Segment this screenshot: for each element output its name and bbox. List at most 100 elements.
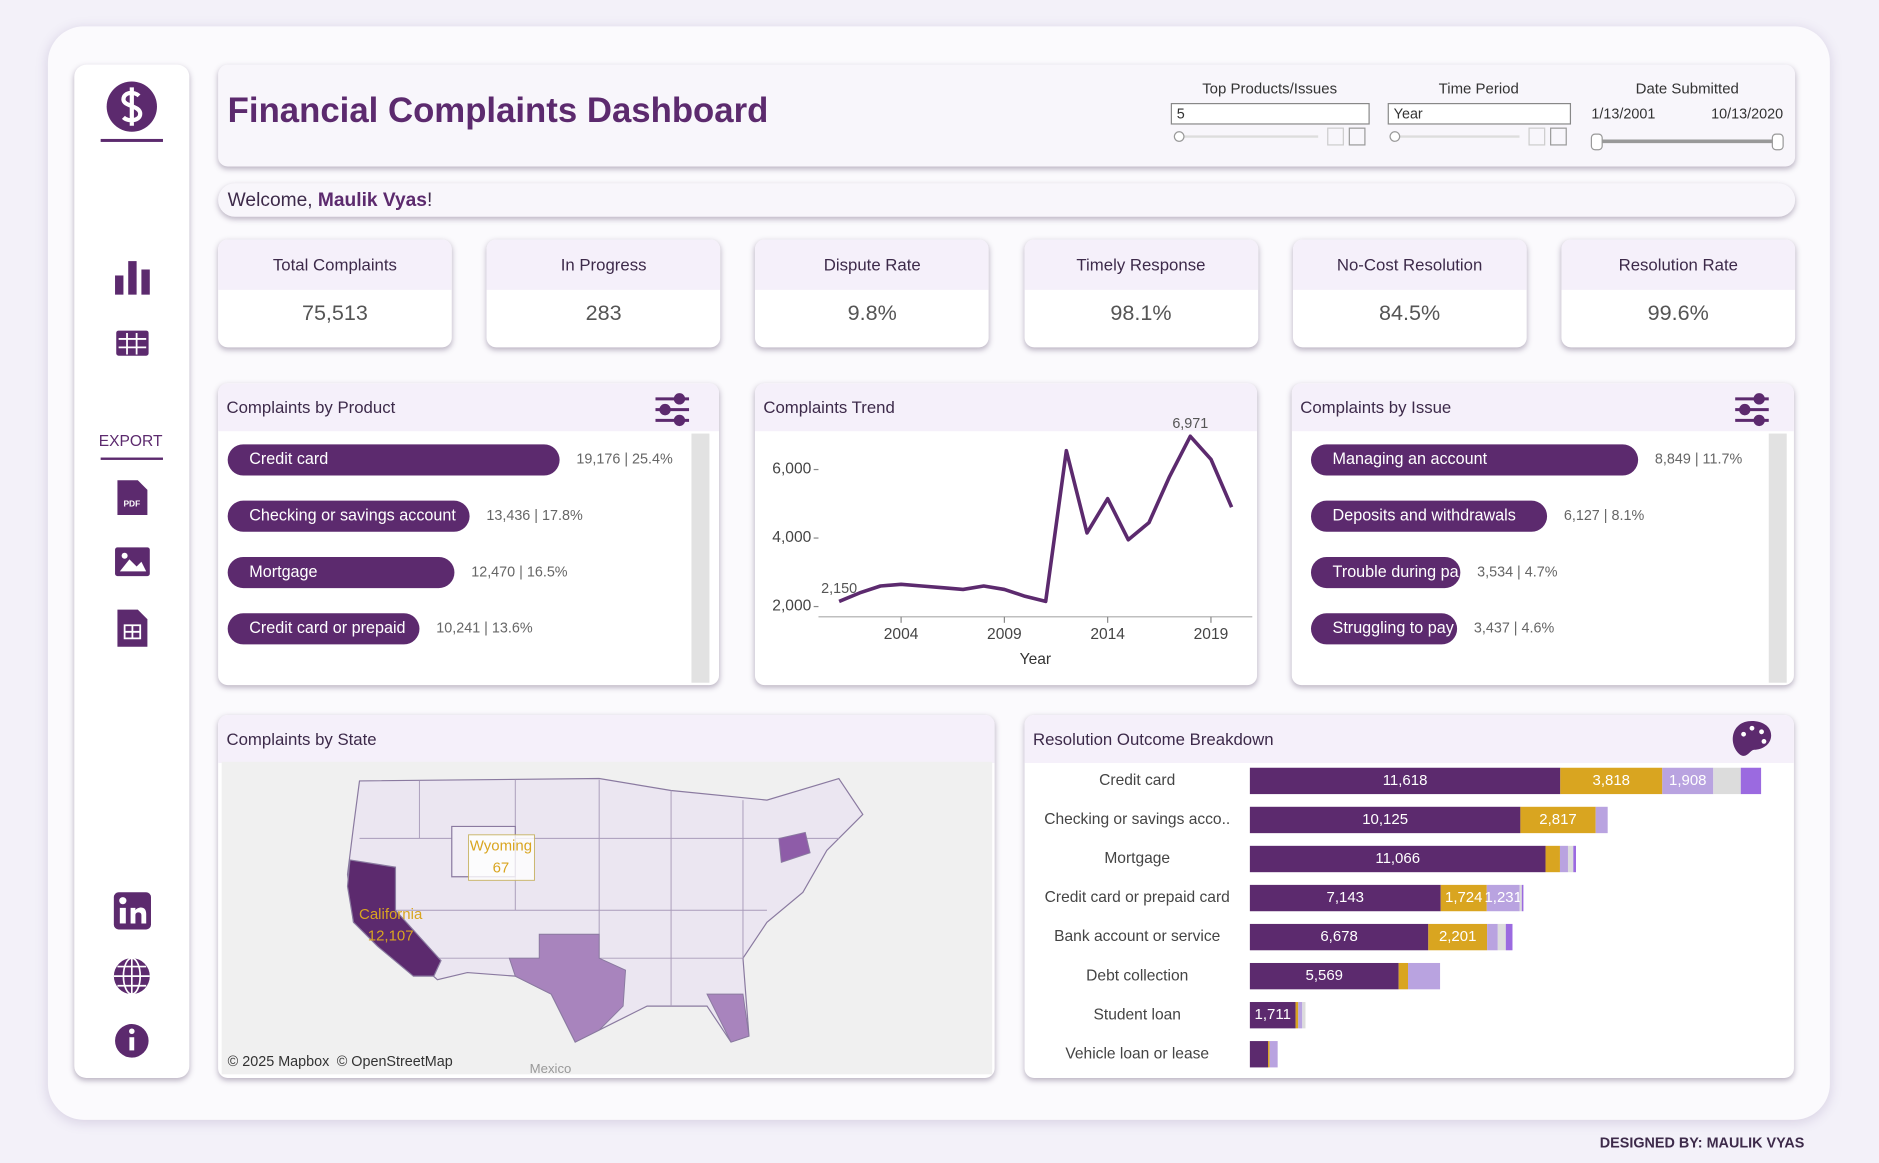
value-label: 10,241 | 13.6% xyxy=(436,621,533,637)
y-category: Mortgage xyxy=(1104,850,1170,867)
bar-segment xyxy=(1740,767,1762,795)
segment-label: 1,711 xyxy=(1255,1006,1291,1023)
bar xyxy=(1310,613,1458,645)
map-base xyxy=(221,761,993,1075)
filter-label: Date Submitted xyxy=(1635,80,1739,98)
value-label: 13,436 | 17.8% xyxy=(486,508,583,524)
map-attribution: Mexico xyxy=(530,1061,572,1076)
y-tick-label: 4,000 xyxy=(772,529,811,546)
kpi-value: 75,513 xyxy=(301,300,368,325)
y-category: Vehicle loan or lease xyxy=(1065,1045,1209,1062)
bar-segment xyxy=(1662,767,1714,795)
product-panel: Complaints by Product xyxy=(218,383,720,686)
bar xyxy=(227,500,470,532)
segment-label: 7,143 xyxy=(1327,889,1364,906)
x-tick-label: 2019 xyxy=(1194,626,1229,643)
bar-segment xyxy=(1268,1041,1270,1068)
value-label: 19,176 | 25.4% xyxy=(576,452,673,468)
x-tick-label: 2014 xyxy=(1090,626,1125,643)
y-category: Checking or savings acco.. xyxy=(1044,811,1230,828)
user-name: Maulik Vyas xyxy=(317,190,427,211)
kpi-label: In Progress xyxy=(486,239,721,290)
panel-title: Complaints by State xyxy=(218,715,995,763)
state-region xyxy=(346,859,442,977)
kpi-label: No-Cost Resolution xyxy=(1292,239,1527,290)
filter-input[interactable]: Year xyxy=(1387,103,1572,125)
bar xyxy=(227,613,420,645)
bar-segment xyxy=(1249,962,1399,990)
bar xyxy=(227,444,560,476)
x-axis-title: Year xyxy=(1020,651,1051,668)
bar-segment xyxy=(1249,923,1429,951)
date-start: 1/13/2001 xyxy=(1591,105,1656,123)
bar-segment xyxy=(1398,962,1409,990)
bar-segment xyxy=(1560,767,1663,795)
bar-category: Credit card xyxy=(249,450,328,468)
kpi-value: 283 xyxy=(585,300,622,325)
welcome-text: Welcome, Maulik Vyas! xyxy=(228,190,433,212)
bar-segment xyxy=(1487,923,1498,951)
panel-icons xyxy=(655,393,1772,756)
bar-segment xyxy=(1302,1002,1306,1029)
kpi-label: Timely Response xyxy=(1024,239,1258,290)
kpi-card: Dispute Rate 9.8% xyxy=(755,239,990,348)
bar-segment xyxy=(1249,1002,1296,1029)
x-tick-label: 2009 xyxy=(987,626,1022,643)
segment-label: 1,908 xyxy=(1669,772,1706,789)
bar-segment xyxy=(1249,845,1546,873)
header: Financial Complaints Dashboard Top Produ… xyxy=(218,64,1796,167)
state-name: California xyxy=(359,906,423,923)
filter-label: Time Period xyxy=(1438,80,1519,98)
segment-label: 2,817 xyxy=(1539,811,1576,828)
bar-segment xyxy=(1269,1041,1278,1068)
segment-label: 1,231 xyxy=(1484,889,1521,906)
bar-segment xyxy=(1440,884,1487,912)
scrollbar[interactable] xyxy=(691,433,710,683)
label-box xyxy=(468,834,535,881)
bar-segment xyxy=(1249,1041,1269,1068)
bar-segment xyxy=(1408,962,1441,990)
bar-category: Credit card or prepaid xyxy=(249,619,405,637)
panel-title: Resolution Outcome Breakdown xyxy=(1024,715,1794,763)
panel-title: Complaints by Issue xyxy=(1291,383,1794,432)
kpi-card: No-Cost Resolution 84.5% xyxy=(1292,239,1527,348)
pdf-icon-label[interactable]: PDF xyxy=(123,498,140,508)
kpi-label: Resolution Rate xyxy=(1561,239,1796,290)
greeting-suffix: ! xyxy=(426,190,433,211)
kpi-card: Total Complaints 75,513 xyxy=(218,239,452,348)
filter-input[interactable]: 5 xyxy=(1170,103,1370,125)
segment-label: 2,201 xyxy=(1439,928,1476,945)
value-label: 3,437 | 4.6% xyxy=(1474,621,1555,637)
state-value: 67 xyxy=(493,859,510,876)
bar-segment xyxy=(1249,884,1441,912)
trend-panel: Complaints Trend xyxy=(754,383,1258,686)
y-category: Credit card xyxy=(1099,772,1175,789)
kpi-card: Resolution Rate 99.6% xyxy=(1561,239,1796,348)
scrollbar[interactable] xyxy=(1768,433,1787,683)
y-category: Debt collection xyxy=(1086,967,1188,984)
bar-segment xyxy=(1428,923,1488,951)
bar-segment xyxy=(1298,1002,1303,1029)
y-category: Bank account or service xyxy=(1054,928,1220,945)
kpi-value: 9.8% xyxy=(847,300,897,325)
x-tick-label: 2004 xyxy=(884,626,919,643)
bar-segment xyxy=(1519,884,1522,912)
value-label: 8,849 | 11.7% xyxy=(1655,452,1743,468)
bar-segment xyxy=(1486,884,1520,912)
kpi-label: Dispute Rate xyxy=(755,239,990,290)
point-label: 6,971 xyxy=(1172,416,1208,432)
bar-segment xyxy=(1595,806,1608,834)
panel-title: Complaints Trend xyxy=(754,383,1258,432)
greeting: Welcome, xyxy=(227,190,313,211)
bar-segment xyxy=(1545,845,1560,873)
y-category: Student loan xyxy=(1094,1006,1181,1023)
bar-category: Managing an account xyxy=(1333,450,1488,468)
dashboard-title: Financial Complaints Dashboard xyxy=(227,92,769,131)
bar-category: Mortgage xyxy=(249,563,317,581)
y-tick-label: 6,000 xyxy=(772,461,811,478)
bar xyxy=(1310,556,1461,589)
bar-segment xyxy=(1249,767,1561,795)
footer-credit: DESIGNED BY: MAULIK VYAS xyxy=(1599,1134,1805,1152)
